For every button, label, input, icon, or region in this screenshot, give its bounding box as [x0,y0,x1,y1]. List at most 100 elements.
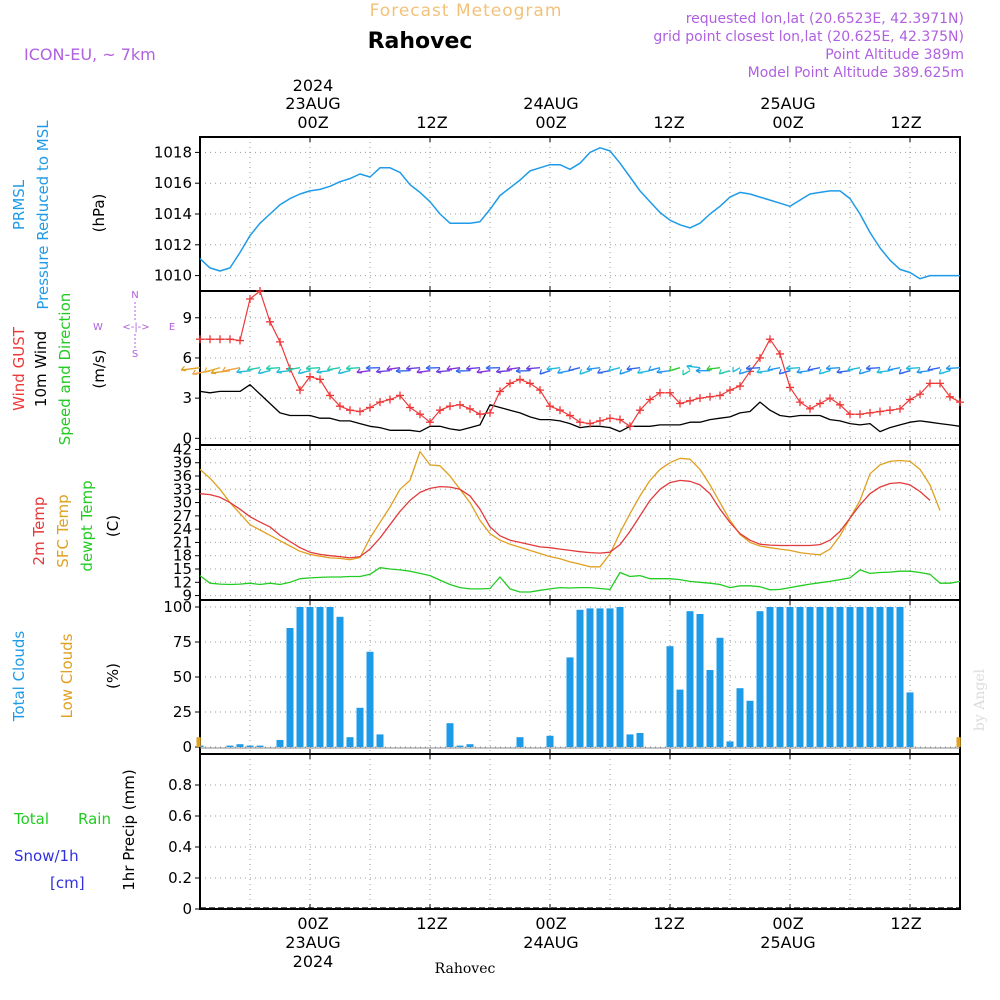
wind-direction-arrow [376,369,391,373]
wind-gust-marker [946,392,954,401]
wind-direction-arrow [276,369,291,373]
wind-direction-arrowhead [718,368,725,375]
wind-gust-marker [826,394,834,403]
total-cloud-bar [566,657,574,747]
pressure-panel: 1010 1012 1014 1016 1018 [154,136,961,292]
wind-direction-arrowhead [192,369,198,375]
pressure-line [199,147,960,280]
pressure-ytick-label: 1010 [154,267,192,285]
wind-direction-arrow [836,369,851,374]
wind-gust-marker [896,404,904,413]
wind-gust-marker [856,410,864,419]
bottom-tick-6: 12Z [890,914,921,933]
cloud-ytick-label: 0 [182,738,192,756]
wind-direction-arrowhead [579,369,585,375]
wind-direction-arrowhead [395,367,401,374]
total-cloud-bar [366,651,374,747]
wind-direction-arrow [946,366,961,370]
wind-direction-arrowhead [858,368,865,375]
total-cloud-bar [296,607,304,747]
wind-gust-marker [806,404,814,413]
wind-gust-marker [706,392,714,401]
total-cloud-bar [516,737,524,747]
wind-direction-arrowhead [945,364,952,371]
wind-gust-marker [876,407,884,416]
wind-direction-arrow [786,366,801,370]
wind-direction-arrow [876,369,891,374]
wind-gust-marker [406,403,414,412]
temp-ytick-label: 18 [173,547,192,565]
pressure-unit: (hPa) [90,194,108,233]
cloud-ytick-label: 100 [163,598,192,616]
wind-direction-arrowhead [706,365,712,371]
wind-gust-marker [626,422,634,431]
precip-ytick-label: 0.2 [168,869,192,887]
wind-direction-arrowhead [927,365,933,371]
wind-direction-arrow [496,369,511,373]
wind-direction-arrowhead [455,367,461,374]
wind-direction-arrow [866,366,881,370]
wind-direction-arrowhead [865,364,872,371]
total-cloud-bar [456,745,464,747]
wind-direction-arrowhead [337,368,344,375]
wind-direction-arrowhead [276,368,282,374]
wind-gust-marker [656,388,664,397]
wind-direction-arrowhead [222,366,228,372]
wind-gust-marker [726,386,734,395]
wind-direction-arrowhead [204,367,210,373]
wind-direction-arrow [526,366,541,370]
total-cloud-bar [606,608,614,747]
wind-direction-arrowhead [210,368,217,375]
wind-gust-marker [596,416,604,425]
compass-n: N [131,290,138,301]
wind-direction-arrowhead [326,365,333,371]
wind-gust-marker [566,411,574,420]
wind-direction-arrowhead [476,368,482,374]
wind-gust-marker [206,335,214,344]
wind-gust-marker [716,391,724,400]
total-cloud-bar [676,689,684,747]
precip-frame [199,753,961,910]
wind-gust-marker [816,399,824,408]
wind-direction-arrowhead [386,365,392,371]
wind-direction-arrowhead [506,365,512,371]
wind-direction-arrowhead [365,364,371,371]
wind-gust-marker [346,406,354,415]
wind-direction-arrowhead [539,369,545,375]
wind-direction-arrowhead [586,365,592,371]
location-title: Rahovec [368,29,473,54]
top-title: Forecast Meteogram [370,1,563,21]
total-cloud-bar [796,607,804,747]
compass-arrows: <-|-> [122,322,149,333]
total-cloud-bar [766,607,774,747]
wind-gust-marker [926,379,934,388]
wind-direction-arrowhead [686,364,692,371]
compass-s: S [132,349,138,360]
wind-direction-arrowhead [345,364,352,371]
wind-direction-arrowhead [905,364,912,371]
compass-w: W [93,322,103,333]
temp-label-1: 2m Temp [30,497,48,566]
top-tick-2: 12Z [416,113,447,132]
wind-direction-arrow [546,366,561,371]
total-cloud-bar [236,744,244,747]
precip-label-rain: Rain [78,810,111,828]
wind-direction-arrow [316,369,331,373]
bottom-tick-4: 12Z [653,914,684,933]
wind-direction-arrowhead [938,368,945,375]
total-cloud-bar [546,735,554,747]
precip-ytick-label: 0.8 [168,776,192,794]
total-cloud-bar [706,670,714,747]
wind-gust-marker [416,410,424,419]
wind-direction-arrowhead [738,368,745,375]
precip-label-total: Total [13,810,49,828]
wind-gust-marker [246,295,254,304]
bottom-tick-2: 12Z [416,914,447,933]
total-cloud-bar [726,741,734,747]
grid-point-coords: grid point closest lon,lat (20.625E, 42.… [653,29,964,45]
precip-label-cm: [cm] [50,874,85,892]
sfc-temp-line [199,450,941,568]
wind-gust-marker [546,402,554,411]
wind-direction-arrow [346,366,361,370]
